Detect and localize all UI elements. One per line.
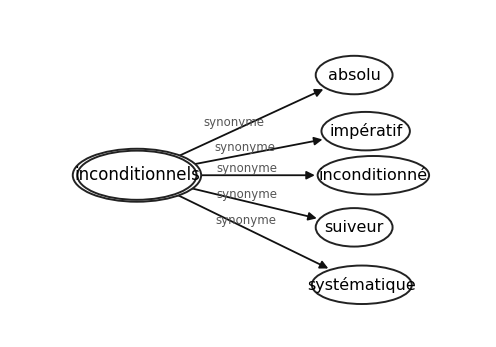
Text: inconditionnels: inconditionnels	[74, 166, 200, 184]
Text: impératif: impératif	[329, 123, 402, 139]
Text: absolu: absolu	[328, 68, 380, 83]
Ellipse shape	[317, 156, 429, 194]
Ellipse shape	[312, 265, 412, 304]
Ellipse shape	[77, 151, 196, 200]
Text: suiveur: suiveur	[324, 220, 384, 235]
Text: systématique: systématique	[308, 277, 416, 293]
Text: inconditionné: inconditionné	[319, 168, 428, 183]
Text: synonyme: synonyme	[203, 116, 264, 129]
Text: synonyme: synonyme	[216, 214, 277, 227]
Ellipse shape	[315, 56, 393, 94]
Ellipse shape	[321, 112, 410, 150]
Text: synonyme: synonyme	[216, 188, 277, 201]
Text: synonyme: synonyme	[214, 141, 275, 154]
Ellipse shape	[73, 149, 201, 202]
Text: synonyme: synonyme	[217, 162, 278, 175]
Ellipse shape	[315, 208, 393, 247]
